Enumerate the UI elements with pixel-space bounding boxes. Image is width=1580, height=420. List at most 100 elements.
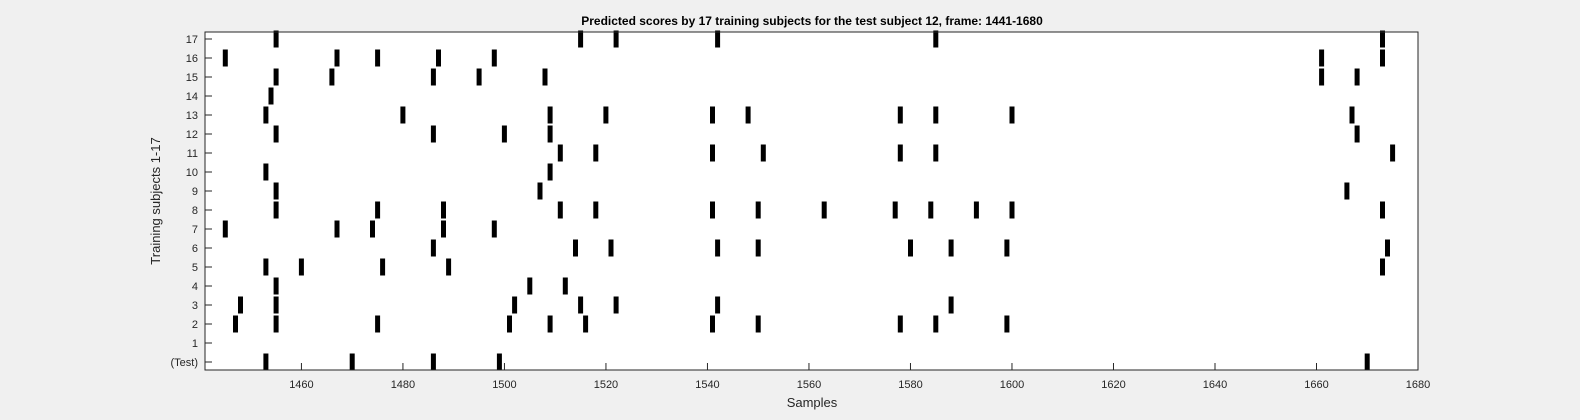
data-marks: [222, 30, 1396, 371]
score-mark: [948, 239, 954, 257]
score-mark: [908, 239, 913, 257]
score-mark: [715, 30, 721, 48]
score-mark: [491, 220, 497, 238]
score-mark: [370, 220, 375, 238]
score-mark: [897, 106, 903, 124]
score-mark: [430, 239, 436, 257]
y-axis-label: Training subjects 1-17: [148, 137, 163, 264]
score-mark: [547, 106, 553, 124]
score-mark: [430, 68, 436, 86]
x-tick-label: 1660: [1304, 379, 1328, 391]
x-tick-label: 1680: [1406, 379, 1430, 391]
score-mark: [1364, 353, 1370, 371]
score-mark: [897, 144, 903, 162]
y-tick-label: 16: [186, 53, 198, 65]
score-mark: [1380, 49, 1385, 67]
score-mark: [334, 220, 340, 238]
y-tick-label: 8: [192, 205, 198, 217]
score-mark: [1009, 106, 1015, 124]
score-mark: [501, 125, 507, 143]
y-tick-label: 12: [186, 129, 198, 141]
score-mark: [710, 144, 715, 162]
y-tick-label: 13: [186, 110, 198, 122]
x-tick-label: 1620: [1101, 379, 1125, 391]
x-axis: 1460 1480 1500 1520 1540 1560 1580 1600 1620 1640…: [289, 363, 1430, 391]
score-mark: [593, 201, 599, 219]
score-mark: [349, 353, 355, 371]
y-tick-label: 15: [186, 72, 198, 84]
y-tick-label: 11: [187, 148, 198, 160]
x-tick-label: 1560: [797, 379, 821, 391]
score-mark: [933, 106, 939, 124]
score-mark: [573, 239, 578, 257]
score-mark: [933, 144, 939, 162]
score-mark: [1004, 315, 1010, 333]
score-mark: [1390, 144, 1396, 162]
score-mark: [430, 125, 436, 143]
score-mark: [710, 315, 715, 333]
score-mark: [755, 315, 761, 333]
score-mark: [238, 296, 243, 314]
score-mark: [222, 49, 228, 67]
score-mark: [375, 315, 381, 333]
score-mark: [933, 315, 939, 333]
score-mark: [745, 106, 751, 124]
score-mark: [1354, 125, 1360, 143]
score-mark: [928, 201, 934, 219]
score-mark: [430, 353, 436, 371]
score-mark: [1319, 49, 1325, 67]
plot-border: [204, 31, 1419, 371]
score-mark: [710, 201, 715, 219]
score-mark: [897, 315, 903, 333]
score-mark: [578, 296, 584, 314]
y-tick-label: 2: [192, 319, 198, 331]
score-mark: [375, 49, 381, 67]
score-mark: [380, 258, 386, 276]
score-mark: [562, 277, 568, 295]
score-mark: [892, 201, 898, 219]
score-mark: [441, 201, 446, 219]
score-mark: [263, 353, 269, 371]
score-mark: [273, 30, 279, 48]
y-tick-label: 10: [186, 167, 198, 179]
x-tick-label: 1580: [898, 379, 922, 391]
score-mark: [273, 182, 279, 200]
score-mark: [613, 296, 619, 314]
score-mark: [537, 182, 543, 200]
score-mark: [755, 239, 761, 257]
score-mark: [608, 239, 614, 257]
score-mark: [1319, 68, 1325, 86]
score-mark: [547, 125, 553, 143]
score-mark: [821, 201, 827, 219]
score-mark: [273, 296, 279, 314]
score-mark: [1009, 201, 1015, 219]
score-mark: [1380, 201, 1385, 219]
score-mark: [527, 277, 533, 295]
score-mark: [715, 296, 721, 314]
score-mark: [613, 30, 619, 48]
x-tick-label: 1460: [289, 379, 313, 391]
score-mark: [298, 258, 304, 276]
y-tick-label: 7: [192, 224, 198, 236]
score-mark: [1349, 106, 1355, 124]
score-mark: [710, 106, 715, 124]
score-mark: [273, 315, 279, 333]
score-mark: [263, 106, 269, 124]
plot-area: [205, 32, 1418, 370]
score-mark: [557, 144, 563, 162]
score-mark: [512, 296, 518, 314]
score-mark: [273, 68, 279, 86]
score-mark: [334, 49, 340, 67]
score-mark: [233, 315, 238, 333]
y-tick-label: 6: [192, 243, 198, 255]
score-mark: [491, 49, 497, 67]
score-mark: [755, 201, 761, 219]
score-mark: [547, 315, 553, 333]
score-mark: [263, 163, 269, 181]
x-tick-label: 1520: [594, 379, 618, 391]
score-mark: [583, 315, 589, 333]
chart-title: Predicted scores by 17 training subjects…: [581, 14, 1043, 28]
score-mark: [948, 296, 954, 314]
score-mark: [542, 68, 548, 86]
